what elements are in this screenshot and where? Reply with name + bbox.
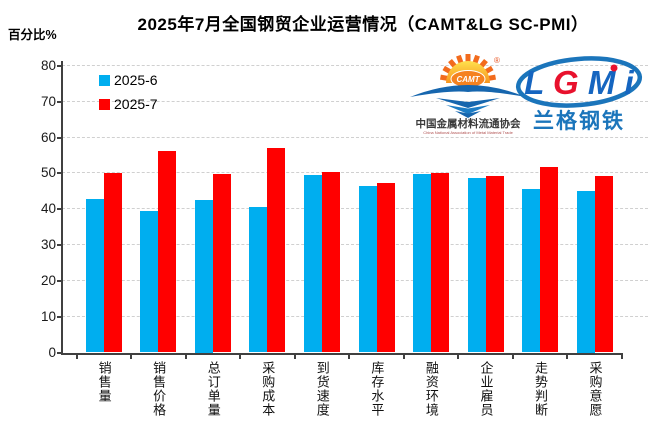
bar <box>467 178 486 353</box>
y-tick-label: 70 <box>40 93 56 109</box>
x-tick <box>511 354 514 359</box>
x-tick <box>348 354 351 359</box>
camt-registered-mark: ® <box>494 56 500 65</box>
x-tick <box>457 354 460 359</box>
x-tick <box>184 354 187 359</box>
lgmi-i-dot-icon <box>610 64 618 72</box>
gridline <box>62 136 648 138</box>
y-tick-label: 80 <box>40 58 56 73</box>
y-tick <box>57 244 62 247</box>
bar <box>212 174 231 353</box>
bar <box>321 171 340 353</box>
y-tick-label: 0 <box>48 344 56 360</box>
bar <box>103 172 122 353</box>
y-tick <box>57 65 62 67</box>
y-tick-label: 30 <box>40 237 56 253</box>
lgmi-letter-g: G <box>553 64 579 101</box>
lgmi-letter-i: i <box>625 64 635 101</box>
bar <box>358 185 377 353</box>
bar <box>376 183 395 353</box>
y-tick-label: 60 <box>40 129 56 145</box>
bar <box>249 207 268 353</box>
x-tick <box>130 354 133 359</box>
lgmi-acronym: L G M i <box>524 64 634 101</box>
x-tick <box>293 354 296 359</box>
bar <box>194 200 213 353</box>
camt-wings-icon <box>410 85 526 118</box>
lgmi-letter-l: L <box>524 64 544 101</box>
y-tick <box>57 100 62 103</box>
legend-label-july: 2025-7 <box>114 96 158 112</box>
y-axis-line <box>61 61 63 353</box>
camt-name-cn: 中国金属材料流通协会 <box>416 117 521 130</box>
x-category-label: 走势判断 <box>532 360 548 417</box>
x-category-label: 总订单量 <box>205 360 221 417</box>
legend-item-june: 2025-6 <box>99 68 158 92</box>
camt-association-logo: CAMT ® 中国金属材料流通协会 China National Associa… <box>410 54 526 135</box>
y-tick <box>57 172 62 175</box>
camt-acronym: CAMT <box>456 75 480 84</box>
lgmi-name-cn: 兰格钢铁 <box>533 109 625 133</box>
bar <box>158 150 177 353</box>
x-axis-line <box>61 352 623 355</box>
bar <box>303 174 322 353</box>
bar <box>140 210 159 353</box>
y-tick <box>57 136 62 139</box>
x-category-label: 采购成本 <box>260 360 276 417</box>
gridline <box>62 208 648 210</box>
bar <box>594 176 613 353</box>
y-axis-unit-label: 百分比% <box>8 28 57 42</box>
x-category-label: 销售价格 <box>151 360 167 417</box>
lgmi-langge-steel-logo: L G M i 兰格钢铁 <box>515 56 643 133</box>
bar <box>540 166 559 353</box>
gridline <box>62 172 648 174</box>
gridline <box>62 279 648 281</box>
gridline <box>62 100 648 102</box>
x-category-label: 采购意愿 <box>587 360 603 417</box>
bar <box>85 198 104 353</box>
legend-swatch-june <box>99 74 110 86</box>
y-tick-label: 40 <box>40 201 56 217</box>
x-tick <box>75 354 78 359</box>
y-tick-label: 50 <box>40 165 56 181</box>
bar <box>267 147 286 353</box>
chart-title: 2025年7月全国钢贸企业运营情况（CAMT&LG SC-PMI） <box>137 15 589 34</box>
legend-item-july: 2025-7 <box>99 92 158 116</box>
y-tick <box>57 279 62 282</box>
legend-label-june: 2025-6 <box>114 72 158 88</box>
camt-name-en: China National Association of Metal Mate… <box>423 130 513 135</box>
x-category-label: 销售量 <box>96 360 112 403</box>
legend-swatch-july <box>99 98 110 110</box>
gridline <box>62 315 648 317</box>
legend: 2025-6 2025-7 <box>99 68 158 116</box>
x-category-label: 库存水平 <box>369 360 385 417</box>
x-tick <box>239 354 242 359</box>
x-category-label: 企业雇员 <box>478 360 494 417</box>
x-tick <box>402 354 405 359</box>
x-tick <box>621 354 623 359</box>
x-category-label: 到货速度 <box>314 360 330 417</box>
bar <box>485 175 504 353</box>
bar <box>522 189 541 353</box>
lgmi-oval-icon <box>515 56 643 108</box>
bar <box>413 173 432 353</box>
bar <box>576 191 595 353</box>
y-tick <box>57 351 62 354</box>
y-tick <box>57 315 62 318</box>
gridline <box>62 65 648 66</box>
bar <box>431 173 450 353</box>
x-tick <box>566 354 569 359</box>
y-tick <box>57 208 62 211</box>
x-category-label: 融资环境 <box>423 360 439 417</box>
y-tick-label: 20 <box>40 272 56 288</box>
gridline <box>62 244 648 246</box>
y-tick-label: 10 <box>40 308 56 324</box>
